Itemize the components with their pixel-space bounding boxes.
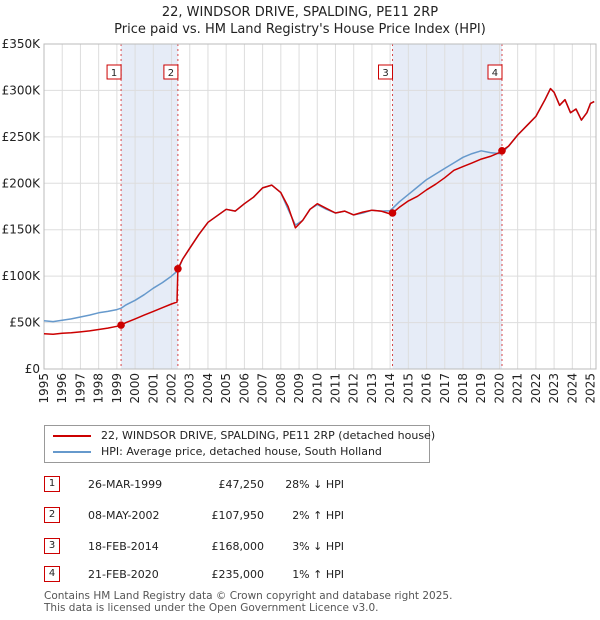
sale-badge: 3 (44, 538, 60, 554)
x-tick-label: 1995 (37, 373, 51, 404)
sale-row-2: 2 08-MAY-2002 £107,950 2% ↑ HPI (44, 507, 374, 525)
x-tick-label: 2024 (565, 373, 579, 404)
x-tick-label: 2019 (474, 373, 488, 404)
legend-label-property: 22, WINDSOR DRIVE, SPALDING, PE11 2RP (d… (101, 429, 436, 442)
y-tick-label: £250K (2, 130, 42, 144)
sale-hpi: 3% ↓ HPI (292, 540, 344, 553)
sale-badge-label-1: 1 (111, 68, 117, 79)
sale-date: 18-FEB-2014 (88, 540, 159, 553)
x-tick-label: 2012 (347, 373, 361, 404)
x-tick-label: 2017 (438, 373, 452, 404)
x-tick-label: 2008 (274, 373, 288, 404)
x-tick-label: 2025 (584, 373, 598, 404)
legend-item-hpi: HPI: Average price, detached house, Sout… (45, 444, 425, 460)
sale-marker-1 (117, 321, 125, 329)
sale-badge: 1 (44, 476, 60, 492)
legend-label-hpi: HPI: Average price, detached house, Sout… (101, 445, 382, 458)
sale-badge-box-4 (487, 64, 503, 80)
x-tick-label: 2010 (310, 373, 324, 404)
legend-swatch-property (53, 435, 91, 437)
chart-title-block: 22, WINDSOR DRIVE, SPALDING, PE11 2RP Pr… (0, 4, 600, 38)
y-tick-label: £150K (2, 223, 42, 237)
sale-hpi: 28% ↓ HPI (285, 478, 344, 491)
y-tick-label: £50K (9, 316, 41, 330)
x-tick-label: 2000 (128, 373, 142, 404)
sale-price: £47,250 (218, 478, 265, 491)
legend-item-property: 22, WINDSOR DRIVE, SPALDING, PE11 2RP (d… (45, 428, 435, 444)
sale-badge-box-1 (106, 64, 122, 80)
sale-marker-4 (498, 146, 506, 155)
x-tick-label: 2007 (256, 373, 270, 404)
sale-hpi: 1% ↑ HPI (292, 568, 344, 581)
sale-badge-label-3: 3 (382, 68, 388, 79)
chart-subtitle: Price paid vs. HM Land Registry's House … (114, 22, 486, 37)
y-tick-label: £350K (2, 37, 42, 51)
x-tick-label: 2004 (201, 373, 215, 404)
sale-badge-label-2: 2 (168, 68, 174, 79)
shaded-period-2 (392, 44, 502, 369)
sale-price: £107,950 (211, 509, 265, 522)
x-tick-label: 2015 (401, 373, 415, 404)
x-tick-label: 1999 (110, 373, 124, 404)
sale-row-3: 3 18-FEB-2014 £168,000 3% ↓ HPI (44, 538, 374, 556)
chart-legend: 22, WINDSOR DRIVE, SPALDING, PE11 2RP (d… (44, 425, 435, 463)
footer-copyright: Contains HM Land Registry data © Crown c… (44, 590, 453, 602)
sale-badge: 4 (44, 566, 60, 582)
sale-badge-box-2 (163, 64, 179, 80)
sale-marker-2 (174, 264, 182, 273)
chart-title: 22, WINDSOR DRIVE, SPALDING, PE11 2RP (161, 5, 439, 20)
x-tick-label: 2013 (365, 373, 379, 404)
footer: Contains HM Land Registry data © Crown c… (44, 590, 452, 614)
y-tick-label: £300K (2, 83, 42, 97)
property-series-line (43, 87, 595, 335)
x-tick-label: 1998 (92, 373, 106, 404)
sale-date: 08-MAY-2002 (88, 509, 160, 522)
x-tick-label: 2014 (383, 373, 397, 404)
sale-badge: 2 (44, 507, 60, 523)
legend-swatch-hpi (53, 451, 91, 453)
sale-badge-label-4: 4 (492, 68, 498, 79)
x-tick-label: 2005 (219, 373, 233, 404)
footer-licence: This data is licensed under the Open Gov… (44, 602, 379, 614)
x-tick-label: 2002 (165, 373, 179, 404)
sale-date: 21-FEB-2020 (88, 568, 159, 581)
x-tick-label: 2018 (456, 373, 470, 404)
y-tick-label: £100K (2, 269, 42, 283)
x-tick-label: 2006 (237, 373, 251, 404)
y-tick-label: £200K (2, 176, 42, 190)
x-tick-label: 2003 (183, 373, 197, 404)
sale-row-4: 4 21-FEB-2020 £235,000 1% ↑ HPI (44, 566, 374, 584)
x-tick-label: 2009 (292, 373, 306, 404)
sale-hpi: 2% ↑ HPI (292, 509, 344, 522)
x-tick-label: 1996 (55, 373, 69, 404)
x-tick-label: 2021 (511, 373, 525, 404)
plot-frame (43, 43, 597, 370)
x-tick-label: 2023 (547, 373, 561, 404)
x-tick-label: 2020 (492, 373, 506, 404)
x-tick-label: 2022 (529, 373, 543, 404)
sale-price: £168,000 (211, 540, 265, 553)
x-tick-label: 1997 (73, 373, 87, 404)
sale-badge-box-3 (378, 64, 394, 80)
sale-price: £235,000 (211, 568, 265, 581)
sale-row-1: 1 26-MAR-1999 £47,250 28% ↓ HPI (44, 476, 374, 494)
sale-date: 26-MAR-1999 (88, 478, 163, 491)
shaded-period-1 (121, 44, 178, 369)
price-chart: £0 £50K £100K £150K £200K £250K £300K £350K 1995… (2, 37, 598, 404)
y-tick-label: £0 (25, 362, 40, 376)
sale-marker-3 (388, 209, 397, 217)
x-tick-label: 2011 (328, 373, 342, 404)
x-tick-label: 2016 (420, 373, 434, 404)
x-tick-label: 2001 (146, 373, 160, 404)
